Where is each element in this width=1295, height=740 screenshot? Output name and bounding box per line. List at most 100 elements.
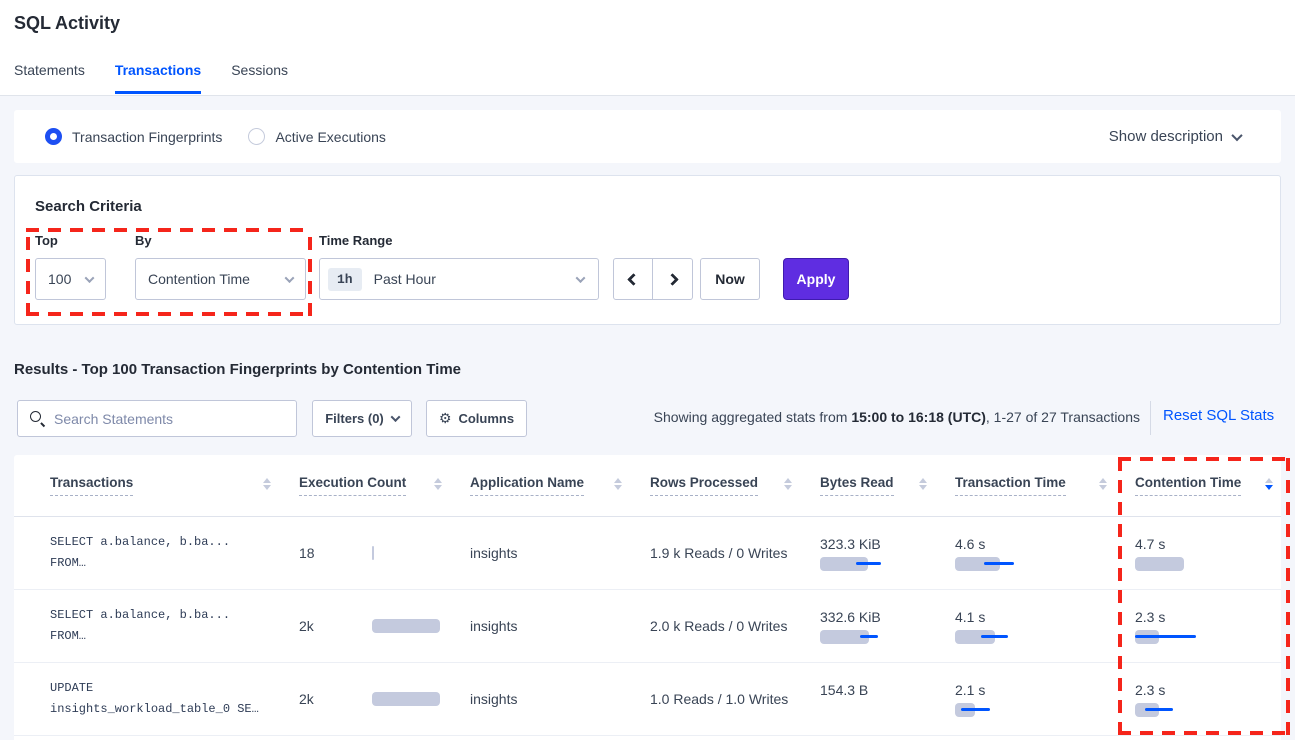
show-description-label: Show description — [1108, 128, 1223, 145]
bytes-read-bar — [820, 629, 920, 644]
radio-selected-icon[interactable] — [45, 128, 62, 145]
chevron-right-icon — [666, 272, 679, 286]
table-header-row: Transactions Execution Count Application… — [14, 455, 1281, 517]
contention-time-bar — [1135, 556, 1235, 571]
contention-time-bar — [1135, 629, 1235, 644]
transaction-fingerprint-link[interactable]: SELECT a.balance, b.ba... FROM… — [50, 605, 299, 647]
gear-icon: ⚙ — [438, 410, 452, 427]
sort-icon[interactable] — [784, 477, 792, 490]
rows-processed-cell: 1.9 k Reads / 0 Writes — [650, 545, 788, 561]
table-row[interactable]: SELECT a.balance, b.ba... FROM… 2k insig… — [14, 590, 1281, 663]
tabs-divider — [0, 95, 1295, 96]
top-label: Top — [35, 233, 58, 248]
execution-count-bar — [372, 619, 440, 633]
radio-transaction-fingerprints[interactable]: Transaction Fingerprints — [45, 128, 222, 145]
search-statements-field[interactable] — [17, 400, 297, 437]
by-select[interactable]: Contention Time — [135, 258, 306, 300]
toolbar-divider — [1150, 401, 1151, 435]
page-title: SQL Activity — [14, 13, 121, 33]
column-header-contention-time[interactable]: Contention Time — [1135, 475, 1281, 496]
radio-label: Transaction Fingerprints — [72, 128, 223, 145]
time-window-arrows — [613, 258, 693, 300]
column-header-execution-count[interactable]: Execution Count — [299, 475, 470, 496]
execution-count-bar — [372, 546, 440, 560]
show-description-toggle[interactable]: Show description — [1108, 110, 1243, 163]
search-icon — [30, 411, 45, 426]
application-name-cell: insights — [470, 618, 518, 634]
sort-icon[interactable] — [434, 477, 442, 490]
filters-button[interactable]: Filters (0) — [312, 400, 412, 437]
execution-count-cell: 18 — [299, 545, 470, 561]
tab-transactions[interactable]: Transactions — [114, 62, 202, 94]
execution-count-bar — [372, 692, 440, 706]
bytes-read-bar — [820, 556, 920, 571]
rows-processed-cell: 2.0 k Reads / 0 Writes — [650, 618, 788, 634]
aggregated-stats-text: Showing aggregated stats from 15:00 to 1… — [654, 409, 1140, 425]
application-name-cell: insights — [470, 691, 518, 707]
sort-icon[interactable] — [919, 477, 927, 490]
application-name-cell: insights — [470, 545, 518, 561]
chevron-down-icon — [575, 272, 586, 283]
transaction-time-bar — [955, 629, 1055, 644]
reset-sql-stats-link[interactable]: Reset SQL Stats — [1163, 407, 1275, 424]
previous-time-window-button[interactable] — [613, 258, 653, 300]
sort-icon[interactable] — [1099, 477, 1107, 490]
column-header-application-name[interactable]: Application Name — [470, 475, 650, 496]
table-row[interactable]: UPDATE insights_workload_table_0 SE… 2k … — [14, 663, 1281, 736]
top-select-value: 100 — [48, 271, 72, 287]
transaction-time-bar — [955, 702, 1055, 717]
column-header-transactions[interactable]: Transactions — [50, 475, 299, 496]
top-select[interactable]: 100 — [35, 258, 106, 300]
radio-label: Active Executions — [275, 128, 386, 145]
transactions-table: Transactions Execution Count Application… — [14, 455, 1281, 740]
next-time-window-button[interactable] — [653, 258, 693, 300]
columns-button-label: Columns — [458, 411, 515, 426]
by-select-value: Contention Time — [148, 271, 250, 287]
contention-time-cell: 2.3 s — [1135, 609, 1281, 644]
column-header-transaction-time[interactable]: Transaction Time — [955, 475, 1135, 496]
transaction-time-bar — [955, 556, 1055, 571]
stats-prefix: Showing aggregated stats from — [653, 409, 852, 425]
sql-line-1: UPDATE — [50, 681, 94, 695]
sql-line-2: insights_workload_table_0 SE… — [50, 702, 259, 716]
apply-button[interactable]: Apply — [783, 258, 849, 300]
bytes-read-bar — [820, 703, 920, 717]
contention-time-bar — [1135, 702, 1235, 717]
execution-count-cell: 2k — [299, 691, 470, 707]
search-criteria-card: Search Criteria Top 100 By Contention Ti… — [14, 175, 1281, 325]
column-header-rows-processed[interactable]: Rows Processed — [650, 475, 820, 496]
transaction-fingerprint-link[interactable]: SELECT a.balance, b.ba... FROM… — [50, 532, 299, 574]
columns-button[interactable]: ⚙ Columns — [426, 400, 527, 437]
tab-statements[interactable]: Statements — [14, 62, 85, 78]
sort-icon-active-desc[interactable] — [1265, 477, 1273, 490]
table-row[interactable]: SELECT a.balance, b.ba... FROM… 18 insig… — [14, 517, 1281, 590]
transaction-fingerprint-link[interactable]: UPDATE insights_workload_table_0 SE… — [50, 678, 299, 720]
contention-time-cell: 4.7 s — [1135, 536, 1281, 571]
search-statements-input[interactable] — [54, 410, 296, 427]
chevron-down-icon — [284, 272, 295, 283]
sql-line-1: SELECT a.balance, b.ba... — [50, 608, 231, 622]
view-toggle-row: Transaction Fingerprints Active Executio… — [14, 110, 1281, 163]
now-button[interactable]: Now — [700, 258, 760, 300]
radio-active-executions[interactable]: Active Executions — [248, 128, 386, 145]
time-range-badge: 1h — [328, 267, 362, 291]
sql-line-1: SELECT a.balance, b.ba... — [50, 535, 231, 549]
results-heading: Results - Top 100 Transaction Fingerprin… — [14, 361, 462, 378]
radio-unselected-icon[interactable] — [248, 128, 266, 145]
column-header-bytes-read[interactable]: Bytes Read — [820, 475, 955, 496]
bytes-read-cell: 323.3 KiB — [820, 536, 955, 571]
time-range-label: Time Range — [319, 233, 393, 248]
time-range-value: Past Hour — [373, 271, 436, 287]
tab-sessions[interactable]: Sessions — [231, 62, 289, 78]
chevron-down-icon — [84, 272, 95, 283]
sql-line-2: FROM… — [50, 556, 87, 570]
time-range-select[interactable]: 1h Past Hour — [319, 258, 599, 300]
sort-icon[interactable] — [614, 477, 622, 490]
filters-button-label: Filters (0) — [325, 411, 384, 426]
transaction-time-cell: 2.1 s — [955, 682, 1135, 717]
execution-count-cell: 2k — [299, 618, 470, 634]
rows-processed-cell: 1.0 Reads / 1.0 Writes — [650, 691, 789, 707]
sort-icon[interactable] — [263, 477, 271, 490]
contention-time-cell: 2.3 s — [1135, 682, 1281, 717]
